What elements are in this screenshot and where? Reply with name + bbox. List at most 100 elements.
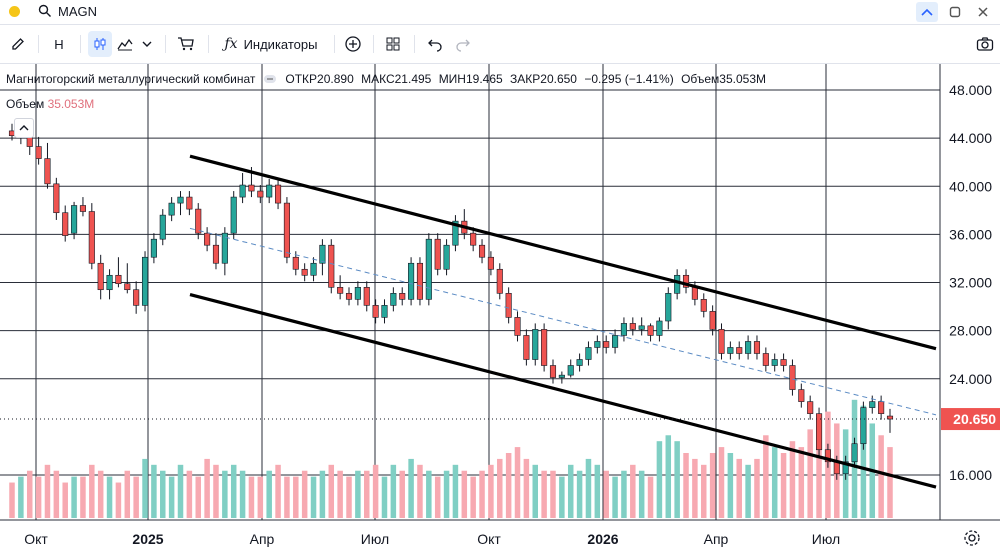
volume-bar xyxy=(372,464,379,518)
chevron-up-icon xyxy=(921,8,933,16)
settings-icon[interactable] xyxy=(962,528,982,548)
cart-icon xyxy=(178,37,194,51)
volume-bar xyxy=(497,458,503,518)
candle-body xyxy=(638,325,645,330)
symbol-search-input[interactable]: MAGN xyxy=(58,4,97,19)
candle-body xyxy=(771,359,778,366)
chart-style-dropdown[interactable] xyxy=(138,31,156,57)
volume-bar xyxy=(62,482,68,518)
volume-bar xyxy=(160,470,166,518)
area-style-button[interactable] xyxy=(114,31,136,57)
volume-bar xyxy=(346,476,352,518)
search-icon[interactable] xyxy=(38,4,52,18)
volume-bar xyxy=(585,458,592,518)
volume-bar xyxy=(434,476,441,518)
volume-bar xyxy=(576,470,583,518)
volume-label: Объем xyxy=(6,97,45,111)
candle-body xyxy=(824,449,831,463)
volume-bar xyxy=(789,441,796,518)
undo-button[interactable] xyxy=(424,31,446,57)
candle-body xyxy=(523,335,530,360)
fx-icon: ƒx xyxy=(224,36,238,52)
volume-bar xyxy=(53,470,60,518)
volume-bar xyxy=(363,470,370,518)
volume-legend-value: 35.053M xyxy=(47,97,95,111)
time-tick-label: Окт xyxy=(24,531,48,547)
candle-body xyxy=(665,293,672,322)
volume-bar xyxy=(621,470,627,518)
volume-bar xyxy=(293,476,299,518)
chevron-down-icon xyxy=(142,41,152,47)
candle-body xyxy=(124,283,131,291)
candle-body xyxy=(443,244,450,270)
candle-body xyxy=(496,268,503,294)
volume-bar xyxy=(763,435,769,518)
candle-body xyxy=(301,268,308,276)
candle-body xyxy=(576,359,583,366)
volume-bar xyxy=(381,476,388,518)
candle-body xyxy=(230,196,237,234)
trade-button[interactable] xyxy=(174,31,198,57)
volume-bar xyxy=(399,470,405,518)
candle-body xyxy=(266,184,273,198)
volume-bar xyxy=(275,464,281,518)
screenshot-button[interactable] xyxy=(974,31,996,57)
candle-body xyxy=(487,256,494,270)
candle-body xyxy=(292,256,299,270)
interval-button[interactable]: H xyxy=(54,36,64,52)
add-button[interactable] xyxy=(342,31,364,57)
collapse-header-button[interactable] xyxy=(916,2,938,22)
candles-style-button[interactable] xyxy=(88,31,112,57)
candle-body xyxy=(647,325,654,336)
divider xyxy=(80,35,81,53)
candle-body xyxy=(44,158,51,185)
candle-body xyxy=(53,183,60,214)
close-icon xyxy=(978,7,988,17)
volume-bar xyxy=(328,464,335,518)
layout-button[interactable] xyxy=(382,31,404,57)
indicators-button[interactable]: ƒx Индикаторы xyxy=(218,31,324,57)
chevron-up-icon xyxy=(19,125,29,131)
volume-bar xyxy=(452,464,459,518)
candle-body xyxy=(452,220,459,246)
candle-body xyxy=(620,323,627,336)
candle-body xyxy=(204,232,211,246)
candle-body xyxy=(328,244,335,288)
volume-bar xyxy=(80,476,86,518)
candle-body xyxy=(248,184,255,192)
price-chart[interactable]: 48.000 44.000 40.000 36.000 32.000 28.000 24.0… xyxy=(0,64,1000,554)
low-value: МИН19.465 xyxy=(438,72,503,86)
minus-icon[interactable] xyxy=(263,74,277,84)
candle-body xyxy=(195,208,202,234)
volume-bar xyxy=(771,447,778,518)
volume-bar xyxy=(727,453,734,518)
ohlc-values: ОТКР20.890 МАКС21.495 МИН19.465 ЗАКР20.6… xyxy=(285,72,770,86)
maximize-button[interactable] xyxy=(944,2,966,22)
volume-bar xyxy=(807,429,813,518)
volume-bar xyxy=(213,464,219,518)
redo-button[interactable] xyxy=(452,31,474,57)
candle-body xyxy=(532,329,539,360)
volume-bar xyxy=(133,476,139,518)
divider xyxy=(334,35,335,53)
draw-button[interactable] xyxy=(6,31,30,57)
volume-bar xyxy=(301,470,308,518)
price-tick-label: 44.000 xyxy=(949,130,992,146)
collapse-legend-button[interactable] xyxy=(14,118,34,138)
volume-bar xyxy=(355,470,361,518)
candle-body xyxy=(807,401,814,414)
volume-bar xyxy=(195,476,201,518)
volume-bar xyxy=(9,482,15,518)
volume-bar xyxy=(337,470,343,518)
candle-body xyxy=(168,202,175,216)
candle-body xyxy=(408,262,415,300)
candle-body xyxy=(851,443,858,463)
candle-body xyxy=(363,287,370,306)
undo-icon xyxy=(428,39,442,52)
volume-bar xyxy=(71,476,77,518)
candle-body xyxy=(700,299,707,312)
volume-bar xyxy=(204,458,210,518)
volume-bar xyxy=(656,441,663,518)
close-button[interactable] xyxy=(972,2,994,22)
instrument-name: Магнитогорский металлургический комбинат xyxy=(6,72,256,86)
